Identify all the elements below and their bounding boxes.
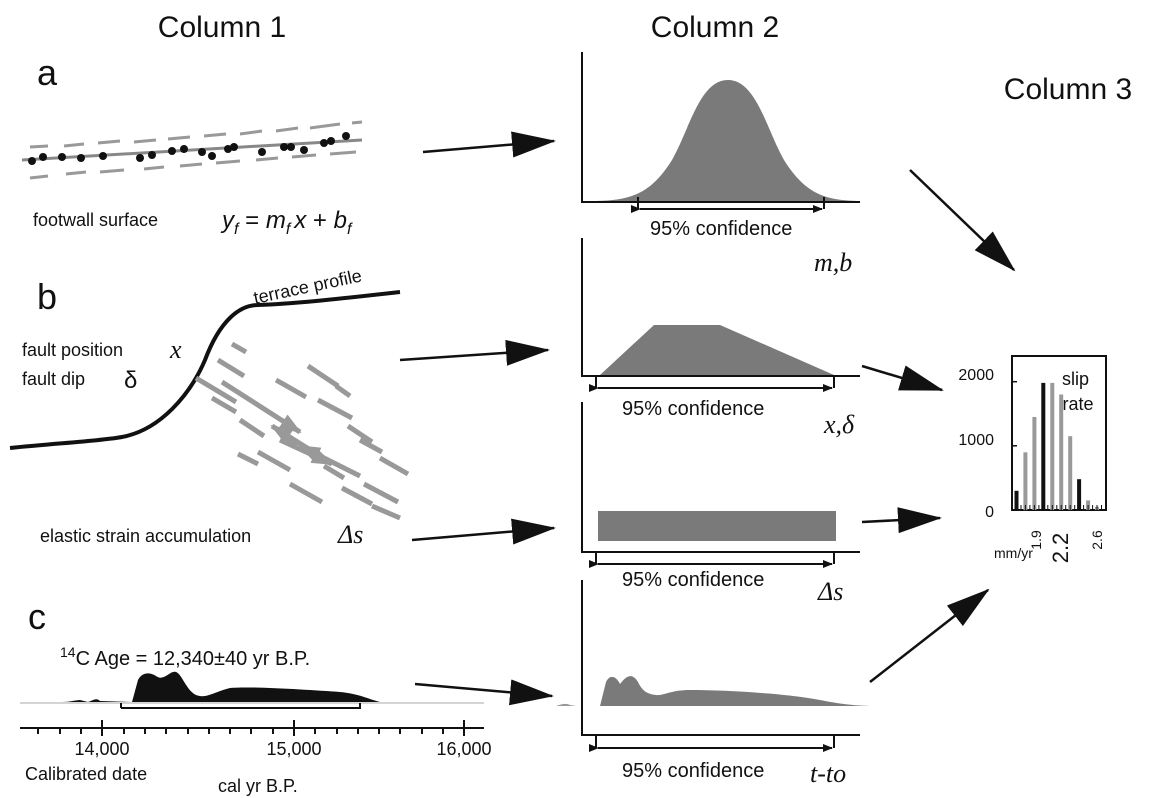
panel-c-letter: c [28,596,46,637]
calibration-tick-16000: 16,000 [436,739,491,759]
histogram-bar-2.4 [1068,436,1073,510]
calibrated-date-label: Calibrated date [25,764,147,784]
col2-plot-a [581,52,860,213]
histogram-bar-2.5 [1077,479,1082,510]
footwall-equation: yf = mf x + bf [220,207,353,238]
fault-geometry-plot [9,290,410,521]
elastic-strain-caption: elastic strain accumulation [40,526,251,546]
gaussian-distribution [596,80,858,201]
column-2-heading: Column 2 [651,11,779,44]
arrow-a-to-col2 [422,131,556,158]
footwall-data-points [28,132,350,165]
histogram-bar-2.1 [1041,382,1046,510]
column-1-heading: Column 1 [158,11,286,44]
histogram-y-tick-2000: 2000 [958,367,994,384]
histogram-bar-2.2 [1050,382,1055,510]
arrow-strain-to-col2 [411,518,556,545]
confidence-label-strain: 95% confidence [622,569,764,591]
calibrated-probability-curve [62,671,380,702]
confidence-label-b: 95% confidence [622,398,764,420]
fault-dip-dashes [194,341,410,521]
panel-b-letter: b [37,276,57,317]
axis-label-t-to: t-to [810,759,846,788]
fault-dip-label: fault dip [22,369,85,389]
footwall-surface-caption: footwall surface [33,210,158,230]
calibration-plot [20,671,484,736]
uniform-distribution [598,511,836,541]
axis-label-mb: m,b [814,248,852,277]
fault-position-label: fault position [22,340,123,360]
arrow-col2a-to-histogram [909,169,1016,272]
arrow-col2c-to-histogram [869,588,990,683]
slip-rate-histogram [1011,355,1107,511]
histogram-y-tick-0: 0 [985,504,994,521]
axis-label-delta-s: Δs [817,577,843,606]
col2-plot-strain [581,402,860,568]
axis-label-x-delta: x,δ [823,410,855,439]
fault-dip-symbol: δ [124,367,137,394]
confidence-label-a: 95% confidence [650,218,792,240]
terrace-profile-line [9,290,401,450]
histogram-bar-2.0 [1032,417,1037,510]
fault-dip-arrows [220,379,362,479]
histogram-x-tick-2.6: 2.6 [1089,530,1105,550]
elastic-strain-symbol: Δs [337,520,363,549]
cal-yr-bp-label: cal yr B.P. [218,776,298,796]
arrow-b-to-col2 [399,339,550,366]
histogram-x-tick-1.9: 1.9 [1028,530,1044,550]
slip-rate-annotation: slip rate [1062,369,1094,414]
column-3-heading: Column 3 [1004,73,1132,106]
calibration-tick-14000: 14,000 [74,739,129,759]
histogram-bar-2.3 [1059,394,1064,510]
trapezoid-distribution [600,325,834,375]
time-distribution [600,676,870,706]
histogram-x-label: mm/yr [994,545,1033,561]
arrow-col2b-to-histogram [861,364,944,392]
arrow-c-to-col2 [414,679,554,706]
confidence-label-c: 95% confidence [622,760,764,782]
histogram-bar-1.8 [1014,490,1019,511]
histogram-x-tick-2.2: 2.2 [1048,533,1073,564]
footwall-error-dashes [29,120,363,180]
calibration-axis-ticks [37,720,465,736]
histogram-bar-1.9 [1023,452,1028,511]
calibration-tick-15000: 15,000 [266,739,321,759]
footwall-surface-plot [21,120,363,180]
radiocarbon-age-label: 14C Age = 12,340±40 yr B.P. [60,644,310,670]
histogram-y-tick-1000: 1000 [958,432,994,449]
col2-plot-c [556,580,870,752]
col2-plot-b [581,238,860,392]
fault-position-symbol: x [169,335,182,364]
arrow-col2strain-to-histogram [861,507,942,534]
panel-a-letter: a [37,52,58,93]
histogram-x-ticks [1012,380,1102,511]
